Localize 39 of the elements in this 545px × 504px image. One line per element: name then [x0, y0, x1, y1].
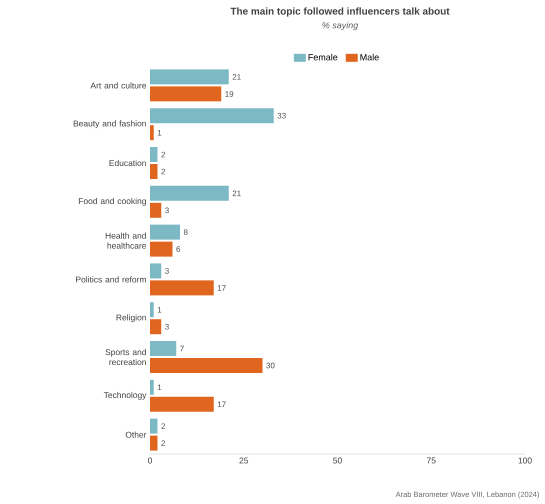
bar	[150, 125, 154, 140]
x-tick-label: 0	[148, 458, 152, 464]
chart-title: The main topic followed influencers talk about	[230, 7, 450, 17]
x-tick-label: 75	[426, 458, 436, 464]
legend-label: Female	[308, 54, 338, 60]
bar	[150, 436, 158, 451]
bar	[150, 108, 274, 124]
y-tick-label: Sports and recreation	[105, 348, 146, 366]
bar	[150, 380, 154, 395]
bar	[150, 69, 229, 84]
y-tick-label: Beauty and fashion	[74, 120, 146, 128]
y-tick-label: Health and healthcare	[106, 232, 146, 249]
y-tick-label: Politics and reform	[76, 276, 146, 283]
bar	[150, 186, 229, 201]
bar	[150, 86, 222, 102]
chart-subtitle: % saying	[322, 22, 358, 30]
bar	[150, 302, 154, 318]
bar	[150, 358, 263, 374]
x-tick-label: 50	[333, 458, 342, 464]
bar	[150, 224, 180, 240]
y-tick-label: Technology	[104, 392, 146, 400]
y-tick-label: Religion	[116, 314, 146, 322]
bar	[150, 418, 158, 434]
y-tick-label: Other	[126, 431, 146, 438]
x-tick-label: 25	[239, 458, 248, 464]
bar	[150, 202, 162, 218]
bar	[150, 147, 158, 162]
legend-label: Male	[360, 54, 379, 60]
y-tick-label: Education	[110, 160, 146, 166]
bar	[150, 242, 172, 257]
bar	[150, 280, 214, 296]
bar	[150, 396, 214, 412]
y-tick-label: Art and culture	[90, 82, 146, 89]
x-tick-label: 100	[518, 458, 532, 464]
bar	[150, 164, 158, 180]
bar	[150, 263, 162, 278]
bar	[150, 319, 162, 334]
bar	[150, 341, 176, 356]
y-tick-label: Food and cooking	[78, 198, 146, 206]
